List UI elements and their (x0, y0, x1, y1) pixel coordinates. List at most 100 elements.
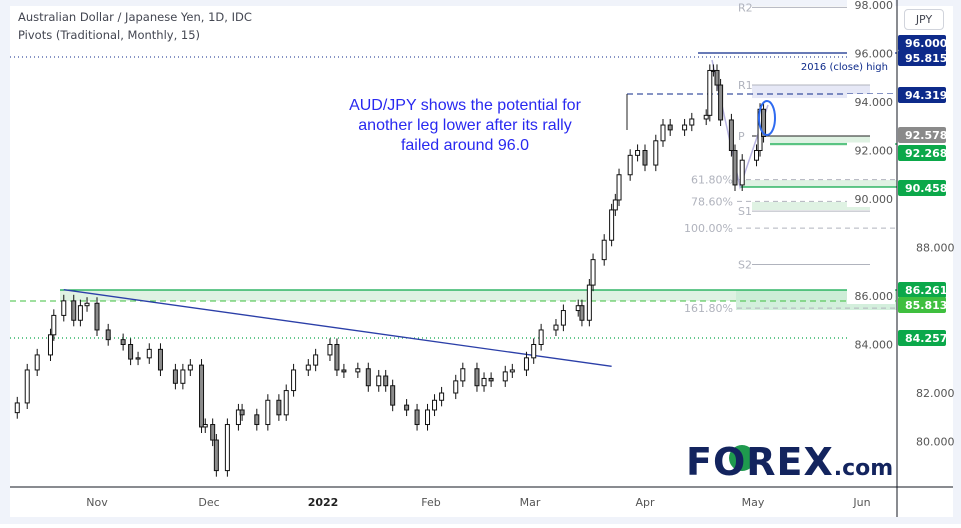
annotation-line: AUD/JPY shows the potential for (349, 97, 581, 114)
candle-body (47, 334, 53, 356)
candle-body (276, 399, 282, 416)
candle-body (291, 369, 297, 392)
x-tick-label: Mar (520, 496, 541, 509)
candle-body (453, 380, 459, 394)
candle-body (439, 392, 445, 401)
candle-body (627, 154, 633, 176)
chart-annotation: AUD/JPY shows the potential for another … (330, 96, 600, 156)
price-label: 84.257 (905, 332, 947, 345)
frame-top (0, 0, 961, 6)
y-tick-label-bg (847, 45, 895, 62)
frame-right (953, 0, 961, 524)
price-label-bg (898, 282, 946, 298)
fib-label: 61.80% (691, 174, 733, 187)
price-label-bg (898, 330, 946, 346)
candle-body (383, 375, 389, 387)
candle-body (254, 414, 260, 426)
y-tick-label-bg (847, 191, 895, 207)
candle-body (689, 118, 695, 126)
candle-body (481, 377, 487, 387)
candle-body (14, 402, 20, 414)
candle-body (560, 310, 566, 326)
r1-band (752, 85, 870, 99)
annotation-line: failed around 96.0 (400, 137, 530, 154)
price-label-bg (898, 35, 946, 51)
y-tick-label: 92.000 (855, 145, 894, 158)
candle-body (265, 399, 271, 426)
price-label-bg (898, 145, 946, 161)
candle-body (586, 284, 592, 321)
support-band (740, 180, 897, 187)
candle-body (51, 314, 57, 336)
logo-suffix: .com (833, 456, 894, 481)
candle-body (224, 424, 230, 472)
candle-body (105, 329, 111, 341)
candle-body (283, 390, 289, 416)
pivot-label: R1 (738, 79, 753, 92)
candle-body (488, 377, 494, 382)
candle-body (425, 409, 431, 426)
candle-body (24, 369, 30, 404)
candle-body (157, 348, 163, 371)
indicator-legend[interactable]: Pivots (Traditional, Monthly, 15) (18, 28, 201, 42)
pivot-label: P (738, 130, 745, 143)
candle-body (414, 409, 420, 426)
price-label: 94.319 (905, 89, 947, 102)
y-tick-label: 94.000 (855, 96, 894, 109)
price-label: 85.813 (905, 299, 947, 312)
candle-body (404, 404, 410, 411)
candle-body (667, 124, 673, 131)
candle-body (77, 305, 83, 321)
price-label: 96.000 (905, 37, 948, 50)
pivot-label: S1 (738, 205, 752, 218)
logo-main: FOREX (686, 440, 834, 484)
candle-body (327, 344, 333, 356)
candle-body (341, 369, 347, 373)
candle-body (376, 375, 382, 387)
candle-body (84, 302, 90, 307)
candle-body (187, 364, 193, 371)
candle-body (732, 150, 738, 186)
y-tick-label: 80.000 (916, 436, 955, 449)
x-tick-label: Feb (421, 496, 440, 509)
candle-body (754, 150, 760, 161)
candle-body (210, 424, 216, 441)
pivot-label: S2 (738, 258, 752, 271)
candle-body (61, 300, 67, 316)
candle-body (202, 424, 208, 428)
price-label: 92.268 (905, 147, 947, 160)
candle-body (334, 344, 340, 371)
y-tick-label: 86.000 (855, 290, 894, 303)
price-label: 92.578 (905, 129, 947, 142)
y-tick-label: 84.000 (855, 339, 894, 352)
candle-body (761, 108, 767, 137)
currency-button[interactable]: JPY (904, 9, 944, 30)
level-note: 2016 (close) high (801, 62, 888, 73)
trendline (63, 289, 612, 367)
candle-body (616, 174, 622, 201)
candle-body (305, 364, 311, 371)
candle-body (635, 150, 641, 156)
candle-body (199, 364, 205, 428)
y-tick-label-bg (847, 288, 895, 304)
y-tick-label: 90.000 (855, 193, 894, 206)
y-tick-label-bg (847, 94, 895, 110)
candle-body (365, 368, 371, 387)
candle-body (660, 124, 666, 142)
candle-body (714, 69, 720, 86)
candle-body (235, 409, 241, 426)
chart-title: Australian Dollar / Japanese Yen, 1D, ID… (18, 10, 252, 24)
frame-bottom (0, 517, 961, 524)
y-tick-label: 96.000 (855, 48, 894, 61)
frame-left (0, 0, 10, 524)
candle-body (432, 399, 438, 411)
candle-body (703, 114, 709, 120)
highlight-ellipse (758, 100, 776, 136)
candle-body (146, 348, 152, 359)
candle-body (739, 159, 745, 186)
x-tick-label: Apr (635, 496, 655, 509)
candle-body (653, 140, 659, 166)
candle-body (509, 369, 515, 373)
